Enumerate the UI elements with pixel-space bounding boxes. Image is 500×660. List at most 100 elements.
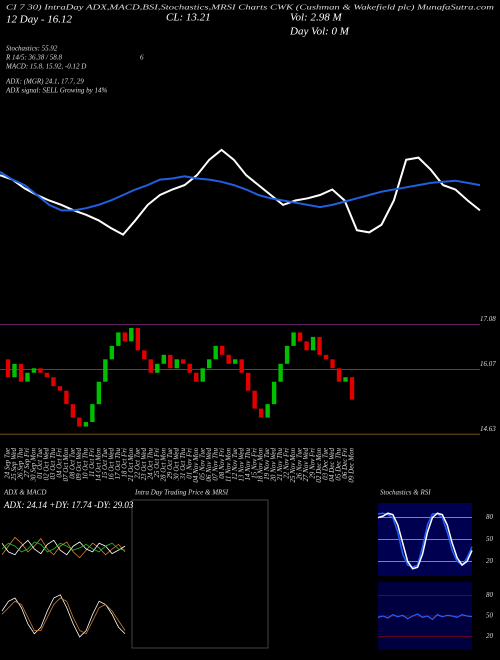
x-tick-label: 25 Sep Wed (10, 448, 18, 481)
x-tick-label: 08 Oct Tue (69, 448, 77, 479)
candle (310, 336, 316, 351)
candle (25, 372, 30, 382)
x-tick-label: 18 Oct Fri (120, 448, 128, 478)
series-line (0, 171, 481, 212)
level-label: 14.63 (480, 425, 496, 433)
y-tick-label: 50 (486, 535, 494, 543)
x-tick-label: 08 Nov Fri (218, 448, 226, 479)
x-tick-label: 18 Nov Mon (257, 448, 265, 483)
panel-title: Intra Day Trading Price & MRSI (134, 489, 229, 497)
x-tick-label: 21 Nov Thu (276, 448, 284, 481)
x-tick-label: 14 Nov Thu (244, 448, 252, 481)
intraday-box (131, 499, 269, 649)
candle (77, 417, 82, 427)
candle (5, 359, 11, 378)
y-tick-label: 80 (486, 513, 494, 521)
candle (129, 327, 134, 342)
candle (12, 363, 17, 378)
candle (330, 359, 335, 369)
x-tick-label: 03 Oct Thu (49, 448, 57, 480)
candle (38, 368, 43, 373)
candle (142, 350, 147, 360)
candle (187, 363, 192, 373)
candle (245, 372, 251, 391)
series-line (1, 597, 126, 635)
candle (31, 368, 37, 373)
x-tick-label: 29 Nov Fri (309, 448, 317, 479)
x-tick-label: 04 Oct Fri (56, 448, 64, 478)
candle (135, 327, 141, 351)
candle (252, 390, 257, 409)
candle (57, 386, 63, 391)
candle (343, 377, 348, 382)
candle (44, 372, 50, 378)
x-tick-label: 02 Oct Wed (43, 448, 51, 481)
candle (278, 363, 283, 382)
candle (239, 359, 244, 373)
y-tick-label: 20 (486, 632, 494, 640)
x-tick-label: 11 Nov Mon (224, 448, 232, 483)
x-tick-label: 05 Dec Thu (335, 448, 343, 481)
x-tick-label: 11 Oct Fri (88, 448, 96, 477)
x-tick-label: 05 Nov Tue (198, 448, 206, 480)
candle (181, 359, 186, 364)
x-tick-label: 20 Nov Wed (270, 448, 278, 482)
candle (219, 345, 225, 355)
r-extra: 6 (140, 54, 144, 62)
x-tick-label: 24 Oct Thu (146, 448, 154, 480)
x-tick-label: 06 Nov Wed (205, 448, 213, 482)
candle (258, 408, 264, 418)
x-tick-label: 24 Sep Tue (4, 448, 12, 479)
x-tick-label: 03 Dec Tue (322, 448, 330, 480)
candle (297, 332, 303, 342)
x-tick-label: 27 Nov Wed (302, 448, 310, 482)
day-volume-text: Day Vol: 0 M (289, 26, 350, 38)
x-tick-label: 04 Dec Wed (328, 448, 336, 482)
ema-text: 12 Day - 16.12 (6, 14, 72, 26)
candle (271, 381, 277, 405)
series-line (1, 539, 126, 556)
x-tick-label: 26 Nov Tue (296, 448, 304, 480)
candle (284, 345, 290, 364)
candle (304, 341, 309, 351)
x-tick-label: 17 Oct Thu (114, 448, 122, 480)
close-text: CL: 13.21 (166, 12, 211, 24)
series-line (377, 613, 473, 621)
x-tick-label: 23 Oct Wed (140, 448, 148, 481)
candle (349, 377, 355, 400)
candle (265, 404, 270, 418)
x-tick-label: 27 Sep Fri (23, 448, 31, 478)
candle (51, 377, 56, 387)
y-tick-label: 50 (486, 612, 494, 620)
candle (103, 359, 108, 382)
adx-signal: ADX signal: SELL Growing by 14% (5, 87, 107, 95)
x-tick-label: 22 Oct Tue (133, 448, 141, 479)
level-label: 17.08 (480, 315, 496, 323)
x-tick-label: 07 Nov Thu (211, 448, 219, 481)
x-tick-label: 25 Nov Mon (289, 448, 297, 483)
panel-title: ADX & MACD (3, 489, 46, 497)
candle (168, 354, 173, 369)
stochastics-text: Stochastics: 55.92 (6, 45, 58, 53)
candle (174, 359, 179, 369)
series-line (377, 512, 473, 569)
y-tick-label: 20 (486, 557, 494, 565)
macd-text: MACD: 15.8, 15.92, -0.12 D (5, 63, 86, 71)
candle (232, 359, 238, 364)
candle (194, 372, 199, 382)
x-tick-label: 30 Oct Wed (172, 448, 180, 482)
x-tick-label: 02 Dec Mon (315, 448, 323, 483)
candle (109, 345, 115, 360)
candle (317, 336, 322, 355)
candle (213, 345, 218, 360)
x-tick-label: 29 Oct Tue (166, 448, 174, 479)
panel-title: Stochastics & RSI (380, 489, 431, 497)
panel-subtitle: ADX: 24.14 +DY: 17.74 -DY: 29.03 (3, 500, 134, 510)
candle (83, 422, 89, 427)
candle (291, 332, 296, 346)
candle (200, 368, 205, 382)
candle (323, 354, 329, 360)
adx-text: ADX: (MGR) 24.1, 17.7, 29 (5, 78, 84, 86)
series-line (1, 594, 126, 638)
